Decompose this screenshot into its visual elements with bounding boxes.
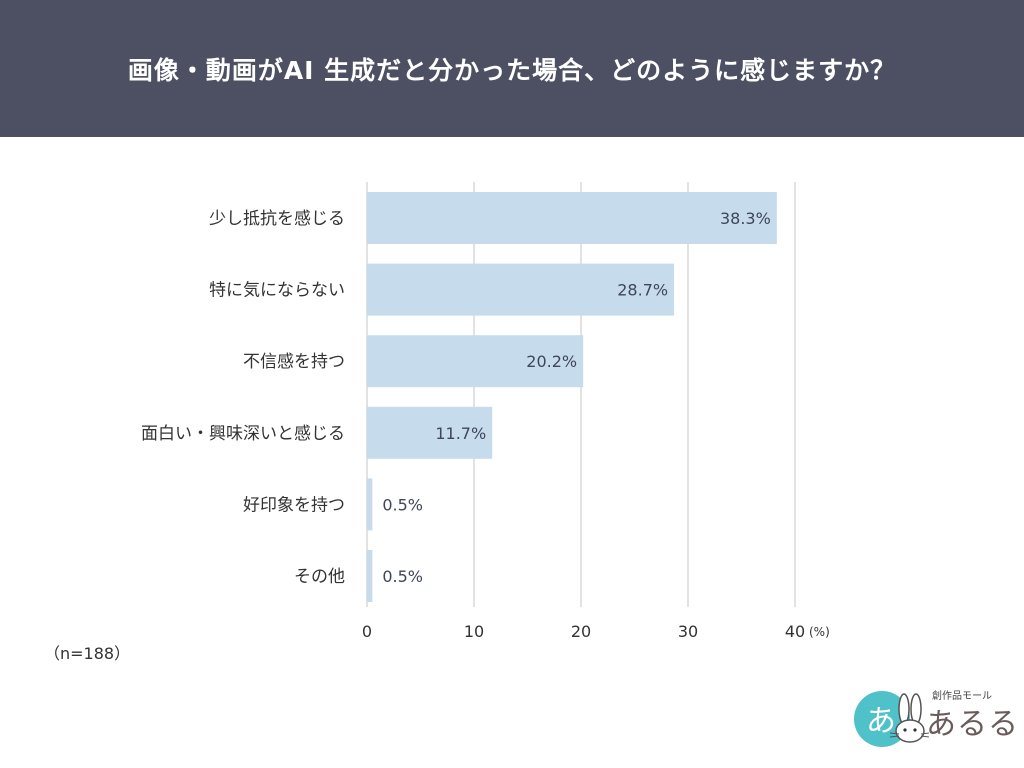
x-tick-label: 30 [678, 622, 698, 641]
logo-subtitle: 創作品モール [932, 691, 992, 702]
bar [367, 263, 675, 316]
category-label: 不信感を持つ [243, 352, 345, 372]
rabbit-logo-icon: あ [854, 691, 930, 747]
category-label: 特に気にならない [209, 281, 345, 301]
sample-size-note: （n=188） [44, 644, 131, 663]
value-label: 0.5% [382, 495, 423, 514]
value-label: 11.7% [435, 424, 486, 443]
bars [367, 192, 777, 602]
category-label: その他 [294, 567, 345, 587]
labels: 0 10 20 30 40 (%) 少し抵抗を感じる 38.3% 特に気にならない 28.7% 不信… [141, 209, 830, 641]
bar [367, 335, 584, 388]
logo: あ 創作品モール あるる [852, 685, 1019, 755]
logo-wordmark: あるる [926, 707, 1019, 742]
x-tick-label: 10 [464, 622, 484, 641]
bar-chart: 0 10 20 30 40 (%) 少し抵抗を感じる 38.3% 特に気にならない 28.7% 不信… [141, 182, 830, 641]
x-tick-label: 40 [785, 622, 805, 641]
x-unit-label: (%) [809, 625, 830, 639]
bar [367, 550, 373, 602]
category-label: 面白い・興味深いと感じる [141, 424, 345, 444]
bar [367, 406, 493, 459]
bar [367, 192, 777, 244]
x-tick-label: 20 [571, 622, 591, 641]
logo-mark-text: あ [866, 704, 896, 739]
value-label: 28.7% [617, 281, 668, 300]
x-tick-label: 0 [362, 622, 372, 641]
category-label: 好印象を持つ [243, 495, 345, 515]
category-label: 少し抵抗を感じる [209, 209, 345, 229]
value-label: 0.5% [382, 567, 423, 586]
value-label: 20.2% [526, 352, 577, 371]
page-title: 画像・動画がAI 生成だと分かった場合、どのように感じますか？ [127, 55, 897, 85]
value-label: 38.3% [720, 209, 771, 228]
grid-lines [366, 182, 796, 607]
bar [367, 478, 373, 531]
header-banner: 画像・動画がAI 生成だと分かった場合、どのように感じますか？ [0, 0, 1024, 137]
